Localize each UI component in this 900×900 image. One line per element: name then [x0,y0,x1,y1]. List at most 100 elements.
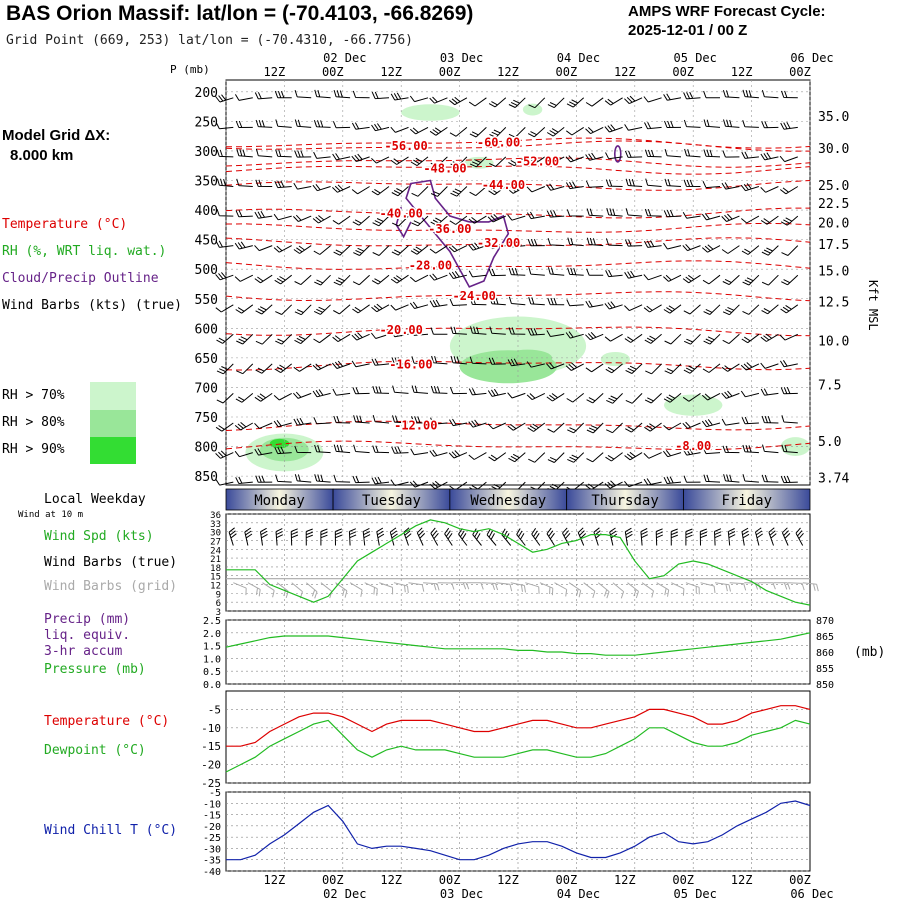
panel-tick-label: -5 [208,703,221,716]
wind-barb [526,392,546,401]
panel-tick-label: 27 [210,537,221,547]
pressure-tick-label: 600 [195,322,218,337]
wind-barb [216,333,234,344]
forecast-cycle-value: 2025-12-01 / 00 Z [628,22,748,39]
model-grid-value: 8.000 km [10,147,74,164]
isotherm-line [225,291,811,302]
wind-barb [546,156,565,164]
grid-wind-barb [612,582,625,599]
top-date-label: 02 Dec [323,51,366,65]
wind-barb [740,183,760,192]
wind-barb [372,414,390,424]
bottom-time-tick: 00Z [439,873,461,887]
grid-wind-barb [802,582,819,592]
wind-barb [604,97,623,106]
wind-barb [546,392,565,402]
wind-barb [275,333,293,345]
wind-barb [313,304,331,315]
wind-barb [683,363,701,374]
grid-wind-barb [597,582,610,599]
wind-barb [448,245,468,253]
wind-barb [430,327,448,335]
wind-barb [215,272,234,281]
grid-wind-barb [452,582,470,590]
isotherm-line [225,360,811,371]
grid-wind-barb [671,582,685,596]
wind-barb [254,422,273,429]
grid-wind-barb [554,582,568,597]
grid-wind-barb [335,582,348,598]
true-wind-barb [501,528,512,546]
wind-barb [332,184,351,193]
true-wind-barb [458,528,468,546]
panel-tick-label: -20 [201,759,221,772]
wind-barb [585,126,604,135]
wind-barb [625,393,643,404]
wind-barb [234,450,253,458]
wind-barb [371,186,390,196]
wind-barb [741,245,760,255]
wind-barb [409,480,429,488]
wind-barb [294,90,312,99]
wind-barb [390,479,409,486]
true-wind-barb [781,527,791,546]
kft-tick-label: 20.0 [818,216,849,231]
wind-barb [624,270,643,279]
wind-barb [236,333,254,345]
wind-barb [742,274,760,286]
wind-barb [468,452,487,460]
wind-barb [294,119,312,128]
wind-barb [567,452,585,463]
wind-barb [742,120,759,128]
isotherm-label: -36.00 [428,222,471,236]
top-date-label: 06 Dec [790,51,833,65]
wind-barb [508,127,526,138]
pressure-line [225,632,811,656]
wind-barb [781,444,798,454]
wind-barb [663,242,682,250]
panel-tick-label: -25 [201,777,221,790]
wind-barb [779,186,799,195]
wind-barb [469,186,487,197]
wind-barb [450,186,468,197]
wind-barb [333,304,351,315]
grid-wind-barb [773,582,791,590]
wind-barb [683,304,701,315]
pressure-right-tick: 870 [816,616,834,627]
wind-barb [274,180,292,189]
isotherm-label: -16.00 [389,357,432,371]
wind-barb [682,392,701,402]
wind-barb [352,215,370,226]
bottom-time-tick: 12Z [497,873,519,887]
wind-barb [293,245,312,254]
wind-barb [371,476,390,485]
wind-barb [488,97,507,108]
wind-barb [566,393,585,403]
pressure-tick-label: 850 [195,470,218,485]
kft-tick-label: 35.0 [818,110,849,125]
wind-barb [235,120,253,128]
wind-barb [605,152,623,160]
isotherm-line [225,260,811,270]
top-time-tick: 00Z [322,65,344,79]
wind-barbs-section [215,89,799,493]
wind-barb [644,149,662,158]
wind-barb [528,97,546,109]
legend-temperature: Temperature (°C) [2,217,128,232]
wind-barb [702,180,721,189]
legend-wind-spd: Wind Spd (kts) [44,529,154,544]
wind-barb [760,186,779,193]
top-time-tick: 00Z [556,65,578,79]
wind-barb [275,474,292,483]
wind-barb [293,214,312,222]
wind-barb [683,475,701,483]
wind-barb [312,389,331,398]
wind-barb [294,445,312,454]
wind-barb [585,152,604,161]
panel-tick-label: -10 [203,799,221,810]
wind-barb [781,90,798,99]
wind-barb [780,304,799,314]
grid-wind-barb [510,582,526,593]
wind-barb [779,333,799,341]
wind-barb [275,304,293,315]
